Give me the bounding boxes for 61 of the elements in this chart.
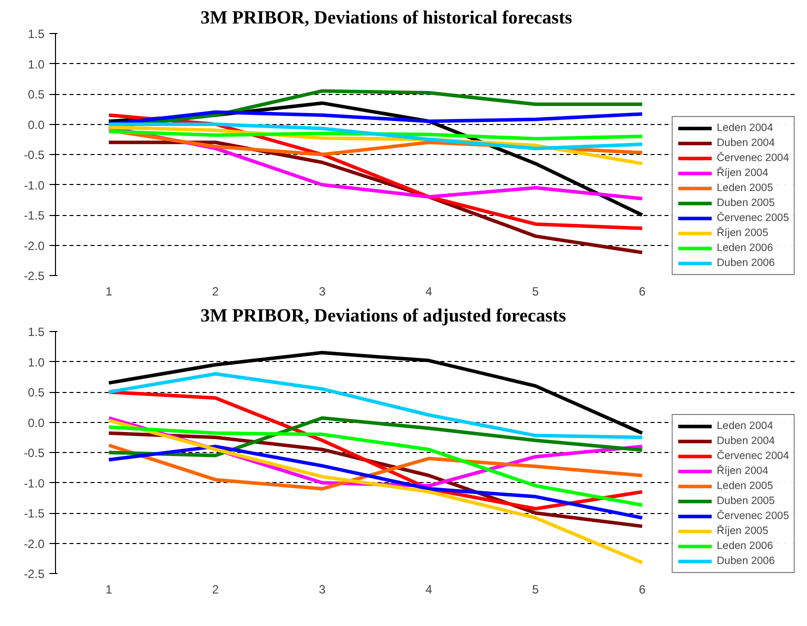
legend-label: Duben 2005 bbox=[716, 495, 775, 507]
y-tick-label: 0.0 bbox=[28, 118, 45, 132]
y-tick-label: -2.5 bbox=[24, 567, 45, 581]
x-tick-label: 4 bbox=[425, 582, 432, 596]
x-tick-label: 4 bbox=[425, 284, 432, 298]
x-tick-label: 6 bbox=[638, 582, 646, 596]
chart-title: 3M PRIBOR, Deviations of adjusted forecasts bbox=[200, 306, 566, 326]
line-series bbox=[107, 418, 644, 564]
y-tick-label: 1.0 bbox=[28, 355, 45, 370]
legend-label: Říjen 2005 bbox=[716, 227, 768, 239]
y-tick-label: -1.5 bbox=[24, 208, 45, 222]
legend-label: Duben 2004 bbox=[716, 435, 775, 447]
legend-label: Červenec 2005 bbox=[716, 510, 789, 522]
y-tick-label: 0.5 bbox=[28, 88, 45, 102]
line-series bbox=[107, 130, 644, 141]
legend-label: Duben 2006 bbox=[716, 555, 775, 567]
legend-label: Červenec 2004 bbox=[716, 152, 789, 164]
y-tick-label: 0.0 bbox=[28, 416, 45, 430]
legend-label: Leden 2005 bbox=[716, 480, 774, 492]
y-tick-label: -2.0 bbox=[24, 238, 45, 253]
y-tick-label: -1.0 bbox=[24, 476, 45, 490]
legend-label: Leden 2005 bbox=[716, 182, 774, 194]
legend-label: Leden 2004 bbox=[716, 420, 774, 432]
y-tick-label: -2.5 bbox=[24, 269, 45, 283]
legend-label: Duben 2005 bbox=[716, 197, 775, 209]
y-tick-label: -0.5 bbox=[24, 446, 45, 460]
y-tick-label: -1.0 bbox=[24, 178, 45, 192]
y-tick-label: 1.5 bbox=[28, 27, 45, 41]
x-tick-label: 6 bbox=[638, 284, 646, 298]
legend-label: Leden 2006 bbox=[716, 242, 774, 254]
line-series bbox=[107, 122, 644, 150]
legend-label: Duben 2006 bbox=[716, 257, 775, 269]
line-series bbox=[107, 110, 644, 126]
line-series bbox=[107, 416, 644, 458]
legend-label: Duben 2004 bbox=[716, 137, 775, 149]
x-tick-label: 2 bbox=[212, 284, 220, 298]
x-tick-label: 3 bbox=[318, 582, 326, 596]
legend-label: Červenec 2005 bbox=[716, 212, 789, 224]
y-tick-label: 1.5 bbox=[28, 325, 45, 339]
x-tick-label: 5 bbox=[532, 582, 540, 596]
y-tick-label: -2.0 bbox=[24, 536, 45, 551]
legend-label: Říjen 2005 bbox=[716, 525, 768, 537]
x-tick-label: 2 bbox=[212, 582, 220, 596]
x-tick-label: 3 bbox=[318, 284, 326, 298]
line-series bbox=[107, 425, 644, 507]
y-tick-label: -0.5 bbox=[24, 148, 45, 162]
y-tick-label: -1.5 bbox=[24, 506, 45, 520]
legend-label: Říjen 2004 bbox=[716, 465, 768, 477]
x-tick-label: 5 bbox=[532, 284, 540, 298]
line-series bbox=[107, 444, 644, 520]
x-tick-label: 1 bbox=[105, 582, 112, 596]
x-tick-label: 1 bbox=[105, 284, 112, 298]
legend-label: Leden 2004 bbox=[716, 122, 774, 134]
y-tick-label: 1.0 bbox=[28, 57, 45, 72]
y-tick-label: 0.5 bbox=[28, 386, 45, 400]
line-series bbox=[107, 443, 644, 491]
legend-label: Červenec 2004 bbox=[716, 450, 789, 462]
legend-label: Říjen 2004 bbox=[716, 167, 768, 179]
chart-title: 3M PRIBOR, Deviations of historical forecasts bbox=[200, 8, 572, 28]
legend-label: Leden 2006 bbox=[716, 540, 774, 552]
line-series bbox=[107, 372, 644, 440]
